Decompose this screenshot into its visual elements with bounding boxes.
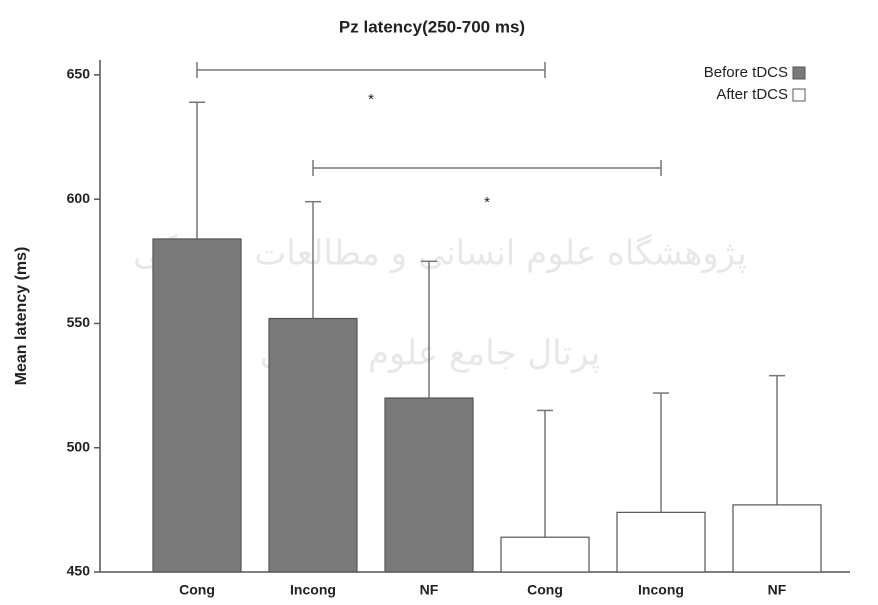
legend-label: After tDCS bbox=[716, 86, 788, 103]
legend-swatch bbox=[792, 66, 806, 80]
bar bbox=[152, 238, 242, 573]
x-tick-label: Incong bbox=[638, 582, 684, 598]
legend-swatch bbox=[792, 88, 806, 102]
y-tick-label: 500 bbox=[67, 438, 91, 454]
x-tick-label: Cong bbox=[179, 582, 215, 598]
y-axis-label: Mean latency (ms) bbox=[13, 247, 30, 386]
bar bbox=[384, 397, 474, 573]
y-tick-label: 600 bbox=[67, 190, 91, 206]
bar bbox=[732, 504, 822, 573]
bar bbox=[500, 536, 590, 573]
x-tick-label: NF bbox=[768, 582, 787, 598]
y-tick-label: 650 bbox=[67, 66, 91, 82]
chart-title: Pz latency(250-700 ms) bbox=[339, 17, 525, 36]
sig-marker: * bbox=[368, 91, 374, 108]
sig-marker: * bbox=[484, 194, 490, 211]
bar bbox=[268, 317, 358, 573]
x-tick-label: Cong bbox=[527, 582, 563, 598]
bar bbox=[616, 511, 706, 573]
x-tick-label: NF bbox=[420, 582, 439, 598]
legend-label: Before tDCS bbox=[704, 64, 788, 81]
y-tick-label: 450 bbox=[67, 563, 91, 579]
y-tick-label: 550 bbox=[67, 314, 91, 330]
x-tick-label: Incong bbox=[290, 582, 336, 598]
